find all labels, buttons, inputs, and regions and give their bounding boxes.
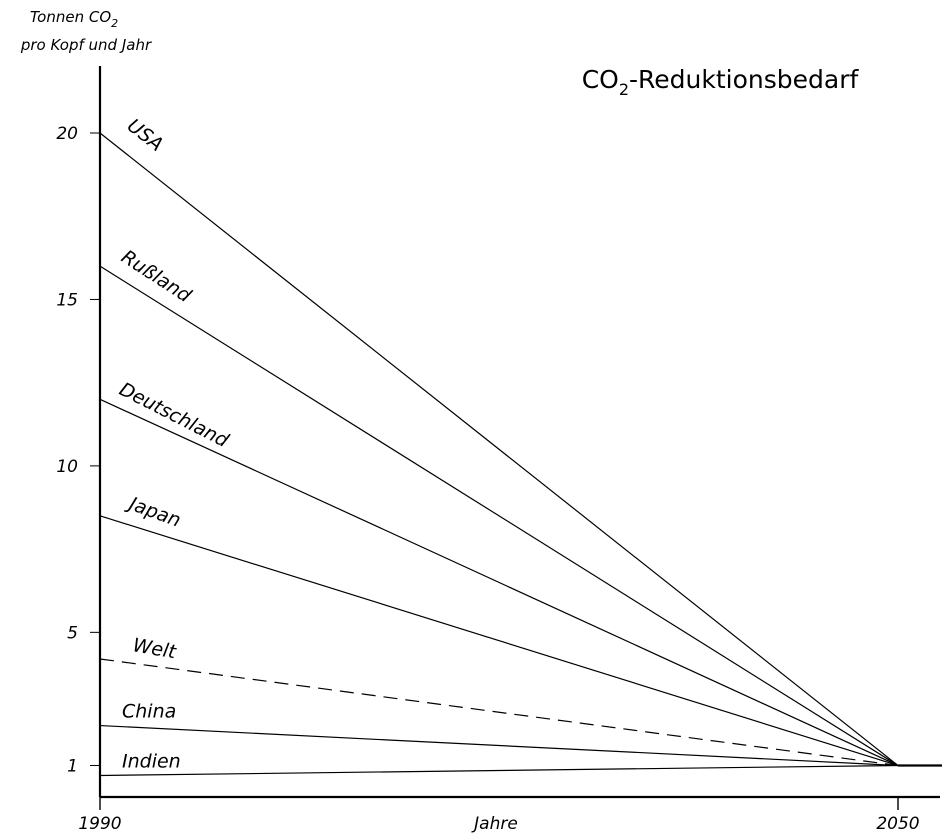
- y-tick-label-1: 1: [67, 757, 78, 777]
- x-tick-label-1990: 1990: [78, 814, 121, 834]
- y-axis-label-line2: pro Kopf und Jahr: [20, 36, 152, 54]
- series-label-usa: USA: [123, 115, 167, 156]
- series-line-china: [99, 724, 899, 767]
- series-line-usa: [99, 132, 899, 766]
- y-tick-label-10: 10: [56, 457, 78, 477]
- series-line-japan: [99, 515, 899, 767]
- y-tick-label-15: 15: [56, 290, 78, 310]
- x-axis-label: Jahre: [471, 814, 518, 834]
- series-label-ru-land: Rußland: [117, 246, 195, 308]
- y-tick-label-20: 20: [56, 124, 78, 144]
- series-line-ru-land: [99, 265, 899, 767]
- series-line-indien: [99, 764, 899, 777]
- x-tick-label-2050: 2050: [876, 814, 919, 834]
- series-label-china: China: [122, 701, 176, 723]
- series-label-welt: Welt: [131, 634, 179, 663]
- chart-title: CO2-Reduktionsbedarf: [582, 65, 860, 99]
- series-layer: [99, 132, 942, 777]
- series-line-welt: [99, 658, 899, 767]
- series-line-deutschland: [99, 398, 899, 767]
- y-tick-label-5: 5: [67, 623, 78, 643]
- series-label-indien: Indien: [122, 750, 181, 772]
- y-axis-label-line1: Tonnen CO2: [30, 8, 118, 30]
